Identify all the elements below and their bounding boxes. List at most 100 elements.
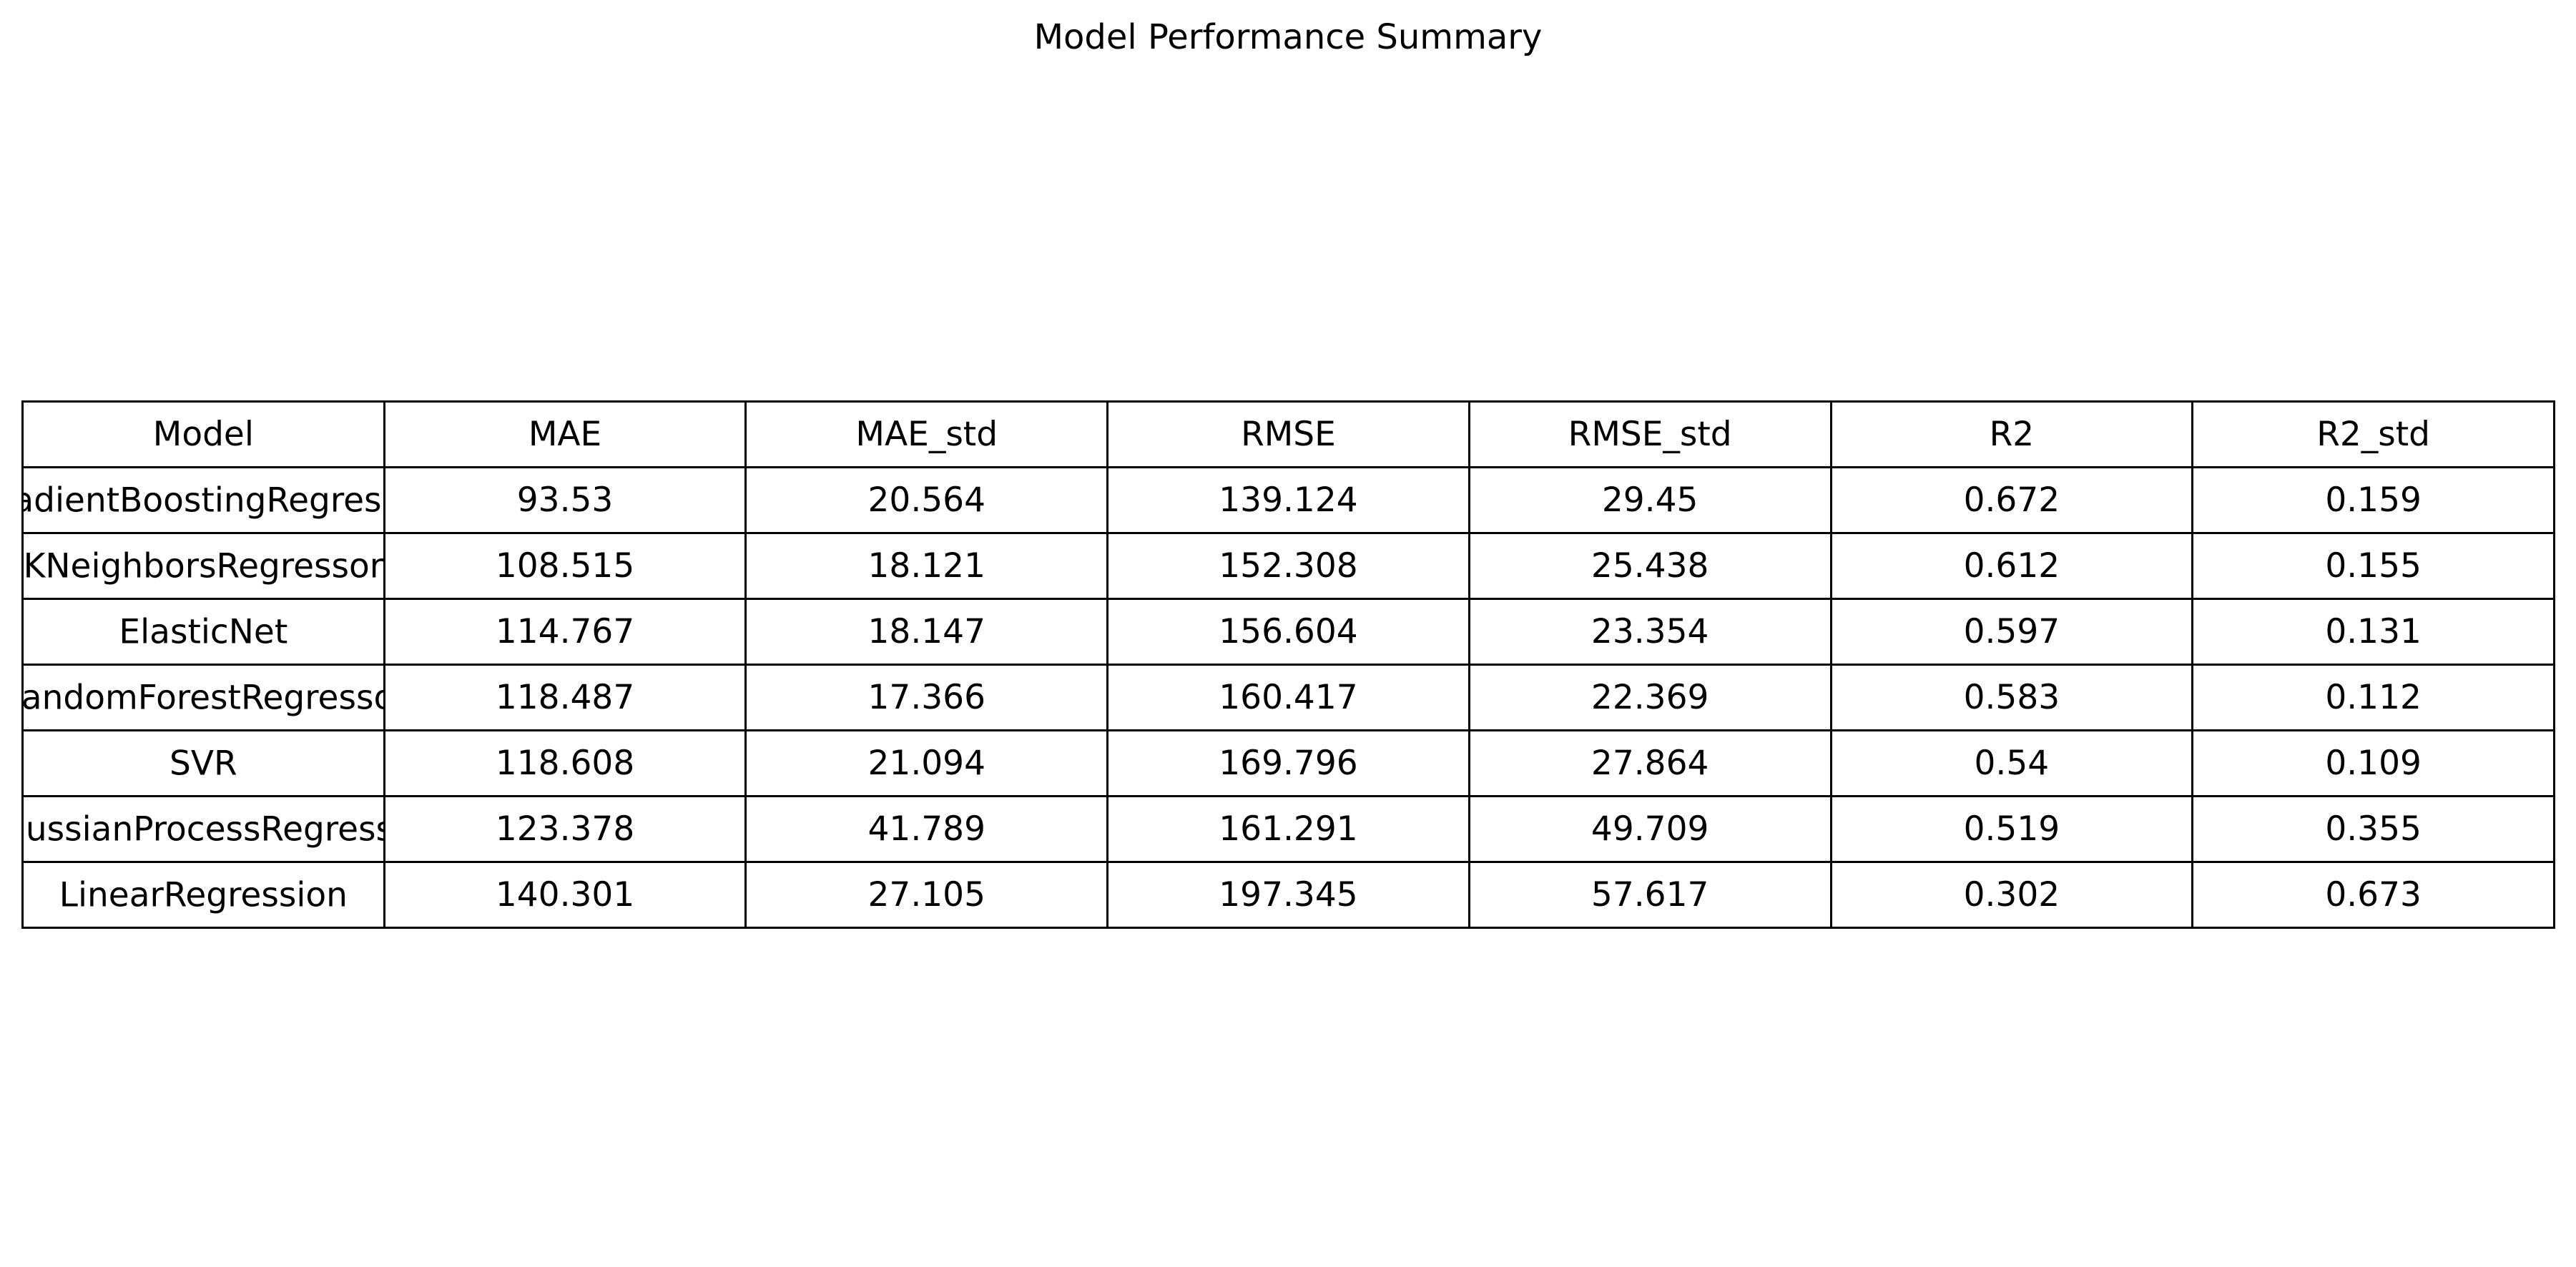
cell-mae-std: 21.094 [744, 729, 1109, 797]
cell-value: 140.301 [495, 875, 635, 914]
cell-model: KNeighborsRegressor [21, 532, 385, 600]
cell-model: RandomForestRegressor [21, 664, 385, 731]
cell-mae: 118.608 [383, 729, 747, 797]
cell-r2: 0.519 [1829, 795, 2194, 863]
header-rmse-std: RMSE_std [1468, 400, 1832, 468]
cell-rmse-std: 22.369 [1468, 664, 1832, 731]
cell-value: ElasticNet [119, 612, 288, 651]
header-rmse: RMSE [1106, 400, 1470, 468]
cell-value: 0.672 [1963, 480, 2060, 520]
cell-value: GradientBoostingRegressor [24, 480, 382, 520]
cell-r2: 0.612 [1829, 532, 2194, 600]
cell-value: RandomForestRegressor [22, 678, 382, 717]
cell-r2: 0.54 [1829, 729, 2194, 797]
cell-value: 25.438 [1591, 546, 1709, 586]
cell-mae: 93.53 [383, 466, 747, 534]
cell-value: 21.094 [867, 744, 985, 783]
cell-value: 0.612 [1963, 546, 2060, 586]
cell-mae: 123.378 [383, 795, 747, 863]
cell-mae: 114.767 [383, 598, 747, 666]
cell-value: GaussianProcessRegressor [24, 809, 382, 849]
cell-r2: 0.597 [1829, 598, 2194, 666]
cell-rmse: 161.291 [1106, 795, 1470, 863]
cell-value: 156.604 [1219, 612, 1358, 651]
header-label: Model [152, 415, 254, 454]
table-row: SVR 118.608 21.094 169.796 27.864 0.54 0.109 [21, 729, 2555, 797]
cell-value: KNeighborsRegressor [23, 546, 384, 586]
cell-rmse: 156.604 [1106, 598, 1470, 666]
cell-value: 0.673 [2325, 875, 2422, 914]
table-header-row: Model MAE MAE_std RMSE RMSE_std R2 R2_st… [21, 400, 2555, 468]
cell-value: 197.345 [1219, 875, 1358, 914]
cell-r2-std: 0.112 [2191, 664, 2555, 731]
cell-value: 20.564 [867, 480, 985, 520]
performance-table: Model MAE MAE_std RMSE RMSE_std R2 R2_st… [21, 400, 2555, 929]
cell-value: 41.789 [867, 809, 985, 849]
cell-value: 0.112 [2325, 678, 2422, 717]
header-label: R2 [1989, 415, 2035, 454]
header-label: MAE_std [855, 415, 998, 454]
cell-mae-std: 20.564 [744, 466, 1109, 534]
cell-mae: 140.301 [383, 861, 747, 929]
cell-rmse-std: 27.864 [1468, 729, 1832, 797]
cell-r2: 0.672 [1829, 466, 2194, 534]
performance-table-container: Model MAE MAE_std RMSE RMSE_std R2 R2_st… [21, 400, 2555, 929]
cell-value: 22.369 [1591, 678, 1709, 717]
cell-model: GaussianProcessRegressor [21, 795, 385, 863]
cell-r2-std: 0.109 [2191, 729, 2555, 797]
cell-mae-std: 41.789 [744, 795, 1109, 863]
cell-rmse: 197.345 [1106, 861, 1470, 929]
cell-value: 114.767 [495, 612, 635, 651]
cell-value: 139.124 [1219, 480, 1358, 520]
cell-value: 160.417 [1219, 678, 1358, 717]
header-r2: R2 [1829, 400, 2194, 468]
cell-model: GradientBoostingRegressor [21, 466, 385, 534]
cell-mae-std: 18.147 [744, 598, 1109, 666]
cell-value: 118.487 [495, 678, 635, 717]
cell-r2-std: 0.355 [2191, 795, 2555, 863]
header-label: MAE [528, 415, 602, 454]
cell-r2: 0.302 [1829, 861, 2194, 929]
cell-r2-std: 0.159 [2191, 466, 2555, 534]
cell-value: 123.378 [495, 809, 635, 849]
header-label: R2_std [2316, 415, 2431, 454]
cell-rmse: 139.124 [1106, 466, 1470, 534]
cell-value: LinearRegression [59, 875, 348, 914]
cell-value: 0.583 [1963, 678, 2060, 717]
cell-value: 0.155 [2325, 546, 2422, 586]
cell-value: 0.109 [2325, 744, 2422, 783]
cell-value: 18.147 [867, 612, 985, 651]
cell-rmse-std: 29.45 [1468, 466, 1832, 534]
table-body: GradientBoostingRegressor 93.53 20.564 139.… [21, 466, 2555, 929]
cell-rmse: 152.308 [1106, 532, 1470, 600]
table-row: GradientBoostingRegressor 93.53 20.564 139.… [21, 466, 2555, 534]
cell-value: SVR [169, 744, 237, 783]
cell-value: 18.121 [867, 546, 985, 586]
header-label: RMSE [1241, 415, 1336, 454]
cell-value: 23.354 [1591, 612, 1709, 651]
cell-value: 0.159 [2325, 480, 2422, 520]
cell-model: LinearRegression [21, 861, 385, 929]
header-model: Model [21, 400, 385, 468]
table-row: RandomForestRegressor 118.487 17.366 160.41… [21, 664, 2555, 731]
header-r2-std: R2_std [2191, 400, 2555, 468]
header-mae: MAE [383, 400, 747, 468]
cell-rmse-std: 49.709 [1468, 795, 1832, 863]
cell-value: 0.302 [1963, 875, 2060, 914]
header-label: RMSE_std [1568, 415, 1732, 454]
cell-value: 17.366 [867, 678, 985, 717]
cell-value: 57.617 [1591, 875, 1709, 914]
cell-mae-std: 17.366 [744, 664, 1109, 731]
cell-value: 118.608 [495, 744, 635, 783]
cell-r2-std: 0.131 [2191, 598, 2555, 666]
cell-value: 0.519 [1963, 809, 2060, 849]
cell-value: 161.291 [1219, 809, 1358, 849]
cell-mae: 118.487 [383, 664, 747, 731]
header-mae-std: MAE_std [744, 400, 1109, 468]
cell-mae-std: 18.121 [744, 532, 1109, 600]
cell-rmse-std: 57.617 [1468, 861, 1832, 929]
cell-value: 169.796 [1219, 744, 1358, 783]
cell-mae: 108.515 [383, 532, 747, 600]
cell-value: 93.53 [516, 480, 614, 520]
cell-value: 0.54 [1974, 744, 2050, 783]
